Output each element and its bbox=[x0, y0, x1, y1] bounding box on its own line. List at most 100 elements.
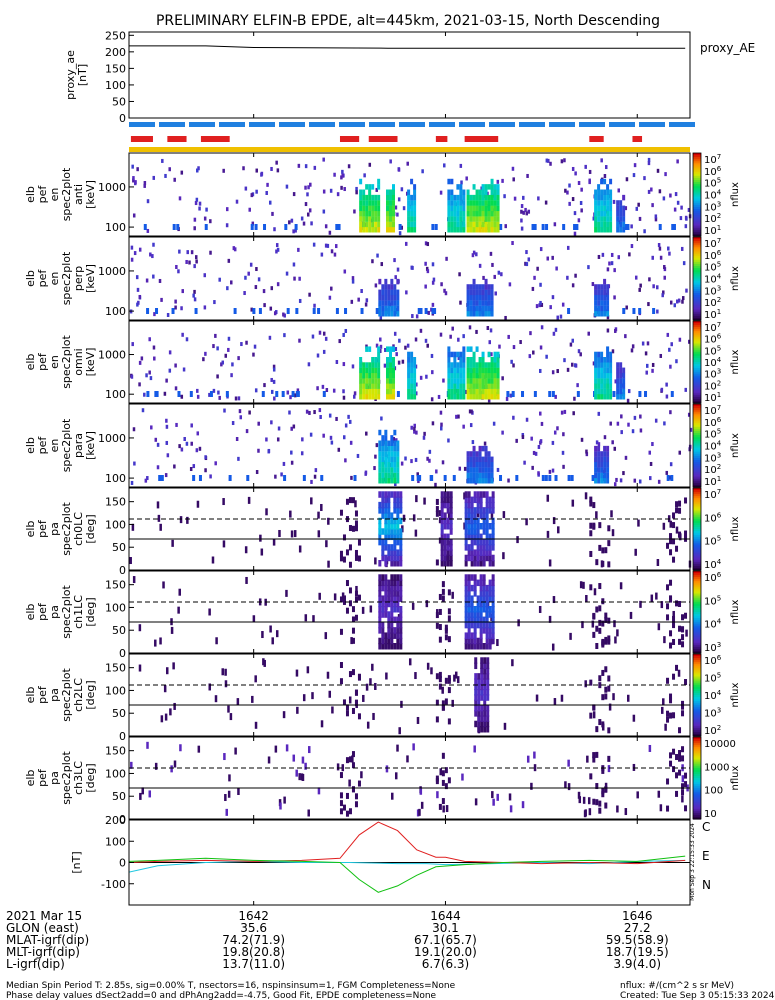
colorbar-tick-label: 101 bbox=[704, 475, 721, 488]
spectrogram-pixel bbox=[384, 289, 388, 296]
spectrogram-pixel bbox=[496, 227, 500, 233]
colorbar-cell bbox=[693, 416, 701, 420]
footer-row-value: 3.9(4.0) bbox=[613, 957, 661, 971]
spectrogram-pixel bbox=[469, 205, 473, 212]
pa-pixel bbox=[416, 716, 420, 724]
spectrogram-pixel bbox=[549, 161, 552, 166]
spectrogram-pixel bbox=[368, 362, 372, 368]
spectrogram-pixel bbox=[377, 346, 381, 352]
spectrogram-pixel bbox=[386, 227, 390, 233]
pa-pixel bbox=[435, 673, 439, 680]
colorbar-cell bbox=[693, 648, 701, 652]
spectrogram-pixel bbox=[447, 383, 451, 389]
spectrogram-pixel bbox=[490, 478, 494, 484]
colorbar-cell bbox=[693, 535, 701, 538]
spectrogram-pixel bbox=[548, 391, 552, 397]
pa-pixel bbox=[304, 762, 307, 770]
spectrogram-pixel bbox=[410, 178, 414, 185]
spectrogram-pixel bbox=[484, 289, 488, 296]
spectrogram-pixel bbox=[622, 378, 626, 384]
spectrogram-pixel bbox=[151, 254, 154, 259]
spectrogram-pixel bbox=[313, 410, 316, 415]
pa-pixel bbox=[351, 786, 355, 793]
pa-pixel bbox=[467, 574, 471, 581]
pa-pixel bbox=[669, 630, 673, 637]
pa-pixel bbox=[396, 512, 400, 519]
pa-pixel bbox=[476, 501, 480, 509]
pa-pixel bbox=[345, 757, 349, 764]
spectrogram-pixel bbox=[654, 214, 658, 219]
ylabel-proxy-ae: proxy_ae [nT] bbox=[64, 50, 89, 100]
spectrogram-pixel bbox=[619, 227, 623, 233]
spectrogram-pixel bbox=[424, 241, 428, 246]
colorbar-cell bbox=[693, 587, 701, 591]
spectrogram-pixel bbox=[397, 197, 401, 202]
spectrogram-pixel bbox=[308, 208, 312, 213]
colorbar-cell bbox=[693, 775, 701, 779]
colorbar-cell bbox=[693, 692, 701, 696]
red-bar-segment bbox=[200, 136, 230, 142]
spectrogram-pixel bbox=[414, 337, 418, 342]
spectrogram-pixel bbox=[484, 472, 488, 479]
spectrogram-pixel bbox=[622, 471, 625, 476]
spectrogram-pixel bbox=[374, 372, 378, 379]
pa-pixel bbox=[440, 554, 444, 562]
panel-frame bbox=[128, 653, 691, 737]
pa-pixel bbox=[372, 712, 375, 720]
pa-pixel bbox=[129, 557, 132, 565]
spectrogram-pixel bbox=[551, 370, 555, 375]
spectrogram-pixel bbox=[496, 378, 500, 384]
spectrogram-pixel bbox=[619, 362, 623, 368]
pa-pixel bbox=[662, 522, 666, 530]
pa-pixel bbox=[387, 579, 391, 587]
pa-pixel bbox=[351, 707, 355, 714]
spectrogram-pixel bbox=[313, 165, 317, 170]
pa-pixel bbox=[470, 554, 474, 562]
pa-pixel bbox=[357, 713, 361, 720]
spectrogram-pixel bbox=[365, 298, 369, 303]
blue-bar-segment bbox=[159, 122, 185, 127]
colorbar-label: nflux bbox=[730, 765, 741, 790]
spectrogram-pixel bbox=[597, 305, 601, 312]
spectrogram-pixel bbox=[188, 260, 191, 265]
pa-pixel bbox=[449, 554, 453, 562]
spectrogram-pixel bbox=[378, 451, 382, 457]
pa-pixel bbox=[552, 517, 556, 525]
spectrogram-pixel bbox=[384, 284, 388, 290]
colorbar-cell bbox=[693, 642, 701, 646]
spectrogram-pixel bbox=[359, 227, 363, 233]
pa-pixel bbox=[339, 800, 343, 807]
spectrogram-pixel bbox=[603, 451, 607, 457]
spectrogram-pixel bbox=[597, 227, 601, 233]
spectrogram-pixel bbox=[606, 478, 610, 484]
spectrogram-pixel bbox=[619, 378, 623, 384]
spectrogram-pixel bbox=[375, 308, 379, 314]
colorbar-tick-label: 103 bbox=[704, 451, 721, 464]
spectrogram-pixel bbox=[466, 456, 470, 463]
spectrogram-pixel bbox=[547, 158, 550, 163]
spectrogram-pixel bbox=[362, 378, 366, 384]
pa-pixel bbox=[464, 584, 468, 592]
spectrogram-pixel bbox=[484, 294, 488, 301]
spectrogram-pixel bbox=[481, 445, 485, 452]
spectrogram-pixel bbox=[160, 297, 163, 302]
pa-pixel bbox=[244, 546, 248, 554]
pa-pixel bbox=[387, 496, 391, 504]
spectrogram-pixel bbox=[685, 288, 688, 293]
spectrogram-pixel bbox=[163, 391, 167, 396]
colorbar-cell bbox=[693, 418, 701, 422]
pa-pixel bbox=[485, 616, 489, 624]
pa-pixel bbox=[331, 706, 334, 714]
spectrogram-pixel bbox=[617, 255, 621, 260]
spectrogram-pixel bbox=[472, 451, 476, 457]
pa-pixel bbox=[449, 523, 453, 530]
spectrogram-pixel bbox=[389, 346, 393, 352]
spectrogram-pixel bbox=[472, 194, 476, 201]
pa-pixel bbox=[393, 544, 397, 551]
pa-pixel bbox=[477, 683, 481, 691]
blue-bar-segment bbox=[399, 122, 425, 127]
blue-bar-segment bbox=[369, 122, 395, 127]
spectrogram-pixel bbox=[300, 451, 304, 456]
pa-pixel bbox=[416, 809, 420, 817]
